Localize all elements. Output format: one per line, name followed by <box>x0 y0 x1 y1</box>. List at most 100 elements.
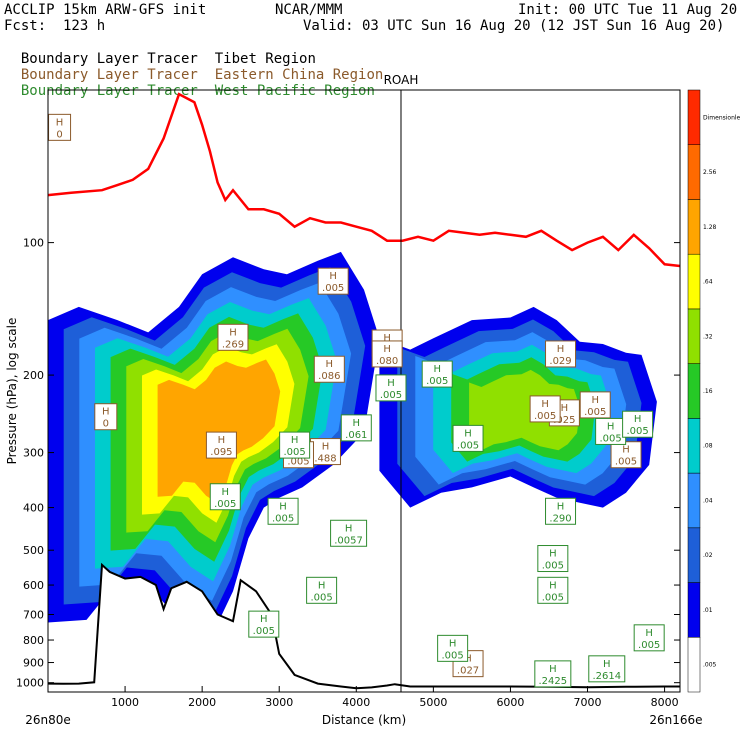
maximum-label: H.2614 <box>588 655 626 683</box>
maximum-value: .005 <box>310 592 332 603</box>
colorbar-swatch <box>687 418 701 474</box>
maximum-value: .005 <box>442 650 464 661</box>
station-marker-label: ROAH <box>384 73 419 87</box>
maximum-label: H.005 <box>248 610 280 638</box>
maximum-marker: H <box>279 501 287 512</box>
y-tick-label: 600 <box>23 579 44 592</box>
maximum-label: H.005 <box>267 497 299 525</box>
maximum-marker: H <box>383 333 391 344</box>
maximum-value: .005 <box>638 640 660 651</box>
colorbar-label: .16 <box>703 388 713 395</box>
maximum-box <box>534 660 572 688</box>
maximum-value: .290 <box>549 513 571 524</box>
colorbar-label: .32 <box>703 333 713 340</box>
y-tick-label: 500 <box>23 544 44 557</box>
maximum-marker: H <box>222 487 230 498</box>
colorbar: .005 .01 .02 .04 .08 .16 .32 .64 1.28 2.56 Dimensi… <box>687 89 740 693</box>
maximum-marker: H <box>591 395 599 406</box>
y-tick-label: 300 <box>23 447 44 460</box>
maximum-label: H.005 <box>622 410 654 438</box>
legend-tibet-right: Tibet Region <box>214 51 316 67</box>
maximum-value: .005 <box>426 376 448 387</box>
maximum-label: H0 <box>48 113 72 141</box>
y-tick-label: 1000 <box>16 677 44 690</box>
colorbar-label: .64 <box>703 279 713 286</box>
tibet-plume-band <box>157 359 281 504</box>
maximum-marker: H <box>433 364 441 375</box>
init-time: Init: 00 UTC Tue 11 Aug 20 <box>518 2 738 18</box>
maximum-box <box>248 610 280 638</box>
maximum-marker: H <box>318 580 326 591</box>
maximum-value: .2425 <box>539 676 568 687</box>
maximum-box <box>610 441 642 469</box>
colorbar-label: 2.56 <box>703 169 717 176</box>
maximum-box <box>317 267 349 295</box>
y-tick-label: 700 <box>23 609 44 622</box>
maximum-label: H.488 <box>309 438 341 466</box>
forecast-hour: Fcst: 123 h <box>4 18 106 34</box>
maximum-box <box>209 483 241 511</box>
colorbar-swatch <box>687 637 701 693</box>
maximum-box <box>421 360 453 388</box>
maximum-marker: H <box>549 549 557 560</box>
colorbar-label: .08 <box>703 443 713 450</box>
maximum-label: H.080 <box>371 340 403 368</box>
maximum-box <box>545 497 577 525</box>
maximum-marker: H <box>603 659 611 670</box>
model-title: ACCLIP 15km ARW-GFS init <box>4 2 207 18</box>
legend-china-left: Boundary Layer Tracer <box>20 67 198 83</box>
maximum-box <box>375 374 407 402</box>
y-tick-label: 100 <box>23 237 44 250</box>
maximum-marker: H <box>218 435 226 446</box>
maximum-value: .005 <box>253 626 275 637</box>
maximum-label: H.269 <box>217 323 249 351</box>
maximum-box <box>622 410 654 438</box>
maximum-box <box>94 403 118 431</box>
maximum-box <box>537 576 569 604</box>
maximum-marker: H <box>322 442 330 453</box>
maximum-marker: H <box>549 664 557 675</box>
maximum-box <box>529 395 561 423</box>
maximum-label: H.095 <box>205 431 237 459</box>
maximum-label: H.0057 <box>330 519 368 547</box>
maximum-box <box>588 655 626 683</box>
maximum-value: .488 <box>314 454 336 465</box>
x-tick-label: 7000 <box>574 696 602 709</box>
pacific-plume-band <box>469 369 581 451</box>
maximum-box <box>313 355 345 383</box>
maximum-box <box>545 340 577 368</box>
maximum-label: H.005 <box>537 545 569 573</box>
maximum-label: H.029 <box>545 340 577 368</box>
maximum-marker: H <box>449 638 457 649</box>
maximum-box <box>437 634 469 662</box>
maximum-marker: H <box>622 445 630 456</box>
maximum-value: .005 <box>542 561 564 572</box>
colorbar-swatch <box>687 144 701 200</box>
maximum-label: H.061 <box>340 414 372 442</box>
x-tick-label: 3000 <box>265 696 293 709</box>
x-axis-title: Distance (km) <box>322 713 406 727</box>
maximum-label: H.290 <box>545 497 577 525</box>
maximum-marker: H <box>383 344 391 355</box>
maximum-box <box>217 323 249 351</box>
maximum-value: .080 <box>376 356 398 367</box>
maximum-marker: H <box>541 399 549 410</box>
maximum-marker: H <box>561 403 569 414</box>
legend-line-tibet: Boundary Layer Tracer Tibet Region <box>4 35 316 67</box>
maximum-value: 0 <box>56 129 62 140</box>
maximum-value: .005 <box>284 447 306 458</box>
legend-pacific-right: West Pacific Region <box>214 83 375 99</box>
maximum-value: .005 <box>542 592 564 603</box>
maximum-marker: H <box>326 359 334 370</box>
maximum-value: .025 <box>553 415 575 426</box>
maximum-value: 0 <box>103 419 109 430</box>
maximum-marker: H <box>291 435 299 446</box>
maximum-value: .005 <box>214 499 236 510</box>
maximum-marker: H <box>557 501 565 512</box>
maximum-value: .0057 <box>334 535 363 546</box>
colorbar-swatch <box>687 472 701 529</box>
maximum-value: .027 <box>457 666 479 677</box>
y-tick-label: 400 <box>23 502 44 515</box>
colorbar-label: Dimensionless <box>703 114 740 121</box>
